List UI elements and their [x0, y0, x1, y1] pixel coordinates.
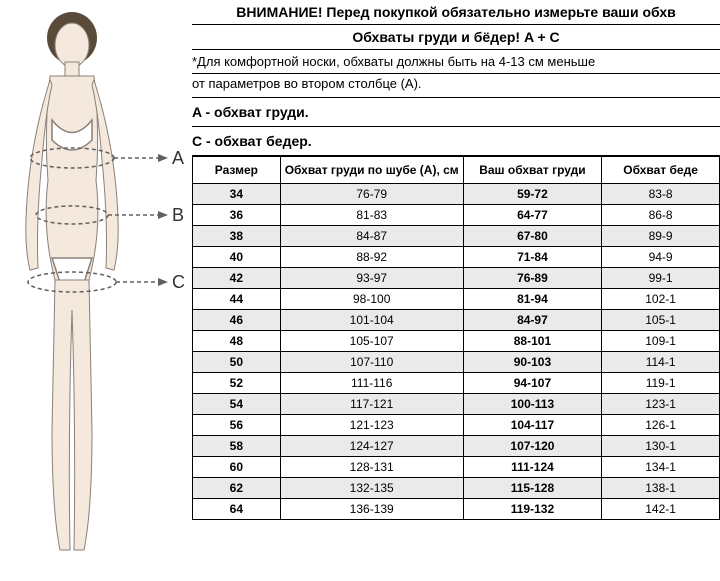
- cell-size: 52: [193, 373, 281, 394]
- cell-size: 50: [193, 352, 281, 373]
- cell-a: 107-110: [280, 352, 463, 373]
- cell-a: 121-123: [280, 415, 463, 436]
- header-hips: Обхват беде: [602, 157, 720, 184]
- title-sub: Обхваты груди и бёдер! A + C: [192, 25, 720, 50]
- table-row: 56121-123104-117126-1: [193, 415, 720, 436]
- table-row: 3476-7959-7283-8: [193, 184, 720, 205]
- body-figure-illustration: A B C: [0, 10, 188, 570]
- cell-a: 88-92: [280, 247, 463, 268]
- cell-bust: 81-94: [463, 289, 602, 310]
- cell-a: 101-104: [280, 310, 463, 331]
- marker-a: A: [172, 148, 184, 168]
- cell-bust: 115-128: [463, 478, 602, 499]
- cell-size: 44: [193, 289, 281, 310]
- table-row: 4088-9271-8494-9: [193, 247, 720, 268]
- cell-bust: 67-80: [463, 226, 602, 247]
- cell-size: 40: [193, 247, 281, 268]
- header-a: Обхват груди по шубе (A), см: [280, 157, 463, 184]
- table-row: 60128-131111-124134-1: [193, 457, 720, 478]
- cell-bust: 76-89: [463, 268, 602, 289]
- cell-size: 38: [193, 226, 281, 247]
- cell-size: 34: [193, 184, 281, 205]
- cell-bust: 71-84: [463, 247, 602, 268]
- cell-hips: 86-8: [602, 205, 720, 226]
- cell-bust: 64-77: [463, 205, 602, 226]
- header-size: Размер: [193, 157, 281, 184]
- cell-a: 132-135: [280, 478, 463, 499]
- cell-hips: 142-1: [602, 499, 720, 520]
- cell-a: 117-121: [280, 394, 463, 415]
- cell-size: 58: [193, 436, 281, 457]
- table-header-row: Размер Обхват груди по шубе (A), см Ваш …: [193, 157, 720, 184]
- label-a: A - обхват груди.: [192, 98, 720, 127]
- size-table: Размер Обхват груди по шубе (A), см Ваш …: [192, 156, 720, 520]
- cell-hips: 102-1: [602, 289, 720, 310]
- cell-hips: 94-9: [602, 247, 720, 268]
- cell-bust: 84-97: [463, 310, 602, 331]
- table-row: 58124-127107-120130-1: [193, 436, 720, 457]
- note-line1: *Для комфортной носки, обхваты должны бы…: [192, 50, 720, 74]
- label-c: C - обхват бедер.: [192, 127, 720, 156]
- cell-bust: 111-124: [463, 457, 602, 478]
- marker-b: B: [172, 205, 184, 225]
- cell-bust: 59-72: [463, 184, 602, 205]
- marker-c: C: [172, 272, 185, 292]
- cell-size: 48: [193, 331, 281, 352]
- table-row: 3681-8364-7786-8: [193, 205, 720, 226]
- cell-hips: 83-8: [602, 184, 720, 205]
- cell-hips: 134-1: [602, 457, 720, 478]
- size-info-panel: ВНИМАНИЕ! Перед покупкой обязательно изм…: [188, 0, 720, 581]
- cell-a: 136-139: [280, 499, 463, 520]
- table-row: 3884-8767-8089-9: [193, 226, 720, 247]
- cell-a: 81-83: [280, 205, 463, 226]
- cell-hips: 119-1: [602, 373, 720, 394]
- table-row: 50107-11090-103114-1: [193, 352, 720, 373]
- table-row: 52111-11694-107119-1: [193, 373, 720, 394]
- cell-hips: 138-1: [602, 478, 720, 499]
- cell-bust: 119-132: [463, 499, 602, 520]
- table-row: 4293-9776-8999-1: [193, 268, 720, 289]
- cell-a: 105-107: [280, 331, 463, 352]
- cell-size: 42: [193, 268, 281, 289]
- cell-hips: 89-9: [602, 226, 720, 247]
- cell-a: 98-100: [280, 289, 463, 310]
- cell-hips: 126-1: [602, 415, 720, 436]
- note-line2: от параметров во втором столбце (А).: [192, 74, 720, 98]
- table-row: 62132-135115-128138-1: [193, 478, 720, 499]
- cell-bust: 107-120: [463, 436, 602, 457]
- cell-bust: 90-103: [463, 352, 602, 373]
- table-row: 64136-139119-132142-1: [193, 499, 720, 520]
- cell-size: 64: [193, 499, 281, 520]
- cell-size: 46: [193, 310, 281, 331]
- cell-hips: 130-1: [602, 436, 720, 457]
- cell-hips: 123-1: [602, 394, 720, 415]
- cell-hips: 109-1: [602, 331, 720, 352]
- cell-bust: 104-117: [463, 415, 602, 436]
- table-row: 54117-121100-113123-1: [193, 394, 720, 415]
- cell-a: 111-116: [280, 373, 463, 394]
- cell-size: 36: [193, 205, 281, 226]
- cell-a: 128-131: [280, 457, 463, 478]
- cell-a: 84-87: [280, 226, 463, 247]
- title-main: ВНИМАНИЕ! Перед покупкой обязательно изм…: [192, 0, 720, 25]
- cell-a: 93-97: [280, 268, 463, 289]
- table-row: 46101-10484-97105-1: [193, 310, 720, 331]
- cell-a: 76-79: [280, 184, 463, 205]
- cell-hips: 105-1: [602, 310, 720, 331]
- cell-bust: 100-113: [463, 394, 602, 415]
- table-row: 4498-10081-94102-1: [193, 289, 720, 310]
- cell-size: 62: [193, 478, 281, 499]
- table-row: 48105-10788-101109-1: [193, 331, 720, 352]
- cell-hips: 99-1: [602, 268, 720, 289]
- body-figure-panel: A B C: [0, 0, 188, 581]
- cell-bust: 88-101: [463, 331, 602, 352]
- cell-hips: 114-1: [602, 352, 720, 373]
- cell-size: 60: [193, 457, 281, 478]
- cell-size: 56: [193, 415, 281, 436]
- cell-a: 124-127: [280, 436, 463, 457]
- cell-size: 54: [193, 394, 281, 415]
- header-bust: Ваш обхват груди: [463, 157, 602, 184]
- cell-bust: 94-107: [463, 373, 602, 394]
